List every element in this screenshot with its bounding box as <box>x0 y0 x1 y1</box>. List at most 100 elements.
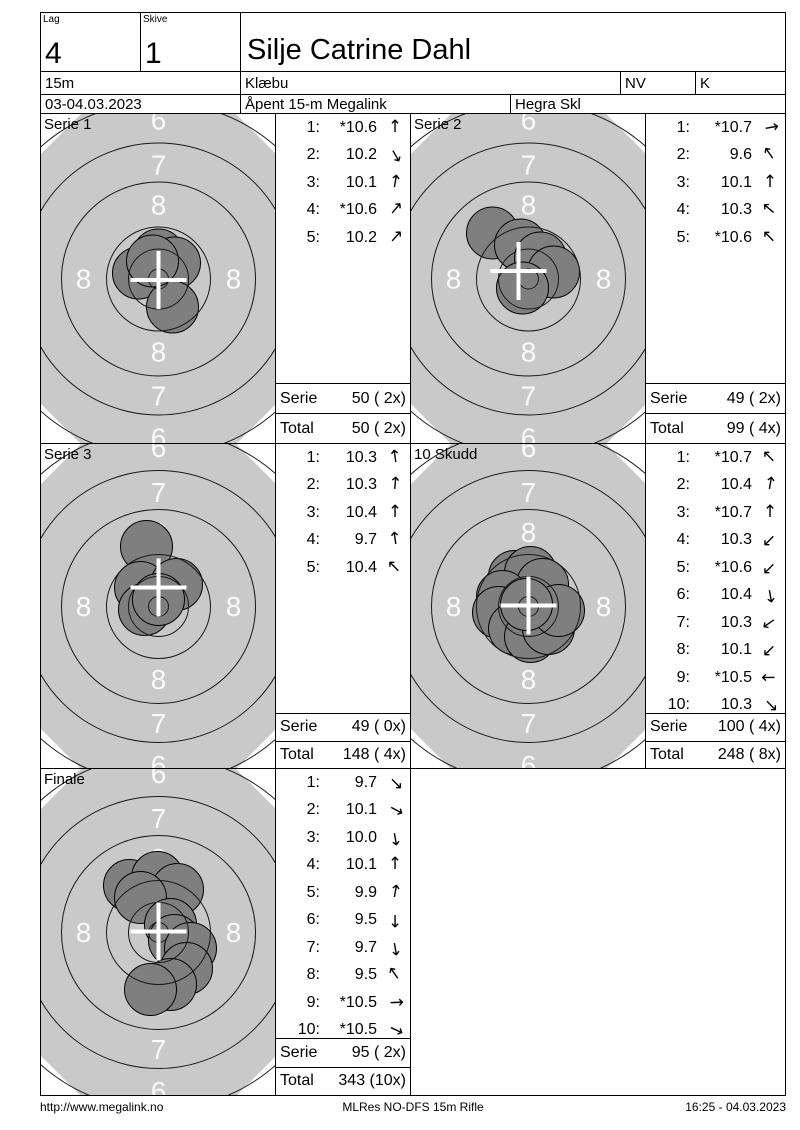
shot-value: 10.1 <box>345 173 377 191</box>
skive-label: Skive <box>143 14 168 25</box>
ring-number: 8 <box>446 591 462 622</box>
footer-program: MLRes NO-DFS 15m Rifle <box>342 1100 484 1114</box>
ring-number: 8 <box>521 190 537 221</box>
shot-number: 1: <box>306 118 320 136</box>
mpi-cross <box>130 902 187 961</box>
scoring-ring <box>498 248 559 310</box>
shot-number: 4: <box>306 856 320 874</box>
shot-value: *10.6 <box>714 228 752 246</box>
ring-number: 8 <box>76 264 92 295</box>
lag-label: Lag <box>43 14 60 25</box>
serie-total-row: Serie 100 ( 4x) <box>646 713 785 741</box>
target-1: 6 7 8 8 8 8 7 6 Serie 1 <box>41 114 276 444</box>
shot-direction: ↑ <box>755 527 785 553</box>
ring-number: 8 <box>596 264 612 295</box>
grand-total-row: Total 148 ( 4x) <box>276 740 410 768</box>
lag-value: 4 <box>45 37 62 70</box>
shot-direction: ↑ <box>755 198 785 222</box>
scoring-ring <box>106 880 211 985</box>
shot-row: 6: 9.5 ↑ <box>276 907 410 935</box>
ring-number: 7 <box>151 1034 167 1065</box>
shot-row: 1: *10.7 ↑ <box>646 114 785 142</box>
scoring-ring <box>476 226 581 332</box>
direction-arrow-icon: ↑ <box>386 170 404 193</box>
series-title: Serie 2 <box>414 116 462 133</box>
shot-value: 10.1 <box>720 173 752 191</box>
ring-number: 7 <box>521 477 537 508</box>
shot-number: 2: <box>306 476 320 494</box>
direction-arrow-icon: ↑ <box>387 910 403 931</box>
ring-number: 8 <box>521 337 537 368</box>
shot-value: *10.6 <box>714 558 752 576</box>
shot-direction: ↑ <box>755 173 785 192</box>
mpi-cross <box>130 251 187 309</box>
direction-arrow-icon: ↑ <box>384 142 407 168</box>
date-cell: 03-04.03.2023 <box>41 95 241 114</box>
shot-value: 10.3 <box>720 696 752 714</box>
shot-value: 9.7 <box>354 773 377 791</box>
direction-arrow-icon: ↑ <box>759 670 780 685</box>
shot-row: 3: *10.7 ↑ <box>646 499 785 527</box>
direction-arrow-icon: ↑ <box>759 118 782 136</box>
shot-value: 10.3 <box>720 531 752 549</box>
lag-cell: Lag 4 <box>41 13 141 72</box>
shot-direction: ↑ <box>380 142 410 168</box>
shot-number: 10: <box>297 1021 320 1039</box>
direction-arrow-icon: ↑ <box>383 798 408 821</box>
footer-url: http://www.megalink.no <box>40 1100 164 1114</box>
target-face: 6 7 8 8 8 8 7 6 Serie 1 <box>41 114 275 443</box>
shot-row: 3: 10.4 ↑ <box>276 499 410 527</box>
shot-direction: ↑ <box>380 937 410 959</box>
shot-direction: ↑ <box>380 225 410 249</box>
shot-row: 4: 10.3 ↑ <box>646 197 785 225</box>
grand-total-row: Total 50 ( 2x) <box>276 413 410 443</box>
serie-total-row: Serie 50 ( 2x) <box>276 383 410 413</box>
shot-direction: ↑ <box>380 118 410 137</box>
scoring-ring <box>411 470 645 743</box>
direction-arrow-icon: ↑ <box>757 444 782 470</box>
shot-number: 5: <box>306 558 320 576</box>
shot-value: 10.3 <box>720 613 752 631</box>
shot-number: 6: <box>306 911 320 929</box>
shot-number: 3: <box>676 173 690 191</box>
result-sheet: Lag 4 Skive 1 Silje Catrine Dahl 15m Klæ… <box>40 12 786 1096</box>
shot-direction: ↑ <box>755 225 785 249</box>
shot-number: 4: <box>306 201 320 219</box>
series-title: Serie 3 <box>44 446 92 463</box>
shot-direction: ↑ <box>380 555 410 579</box>
shot-number: 9: <box>306 993 320 1011</box>
score-table-1: 1: *10.6 ↑ 2: 10.2 ↑ 3: 10.1 ↑ 4: *10.6 ↑ 5: 10.2 ↑ Ser… <box>276 114 411 444</box>
score-table-3: 1: 10.3 ↑ 2: 10.3 ↑ 3: 10.4 ↑ 4: 9.7 ↑ 5: 10.4 ↑ Serie 4… <box>276 444 411 769</box>
shot-value: 10.2 <box>345 228 377 246</box>
shot-number: 5: <box>676 558 690 576</box>
shot-value: 10.4 <box>345 503 377 521</box>
shot-value: *10.6 <box>339 201 377 219</box>
shot-direction: ↑ <box>755 584 785 606</box>
shot-direction: ↑ <box>380 528 410 550</box>
shot-value: 10.1 <box>345 801 377 819</box>
shot-direction: ↑ <box>380 1019 410 1040</box>
direction-arrow-icon: ↑ <box>385 994 406 1010</box>
serie-label: Serie <box>280 718 318 736</box>
direction-arrow-icon: ↑ <box>387 501 403 522</box>
ring-number: 7 <box>521 150 537 181</box>
shot-direction: ↑ <box>380 994 410 1012</box>
shot-value: *10.7 <box>714 118 752 136</box>
direction-arrow-icon: ↑ <box>386 880 404 903</box>
shot-number: 5: <box>676 228 690 246</box>
shot-row: 9: *10.5 ↑ <box>276 989 410 1017</box>
grand-total-row: Total 343 (10x) <box>276 1066 410 1095</box>
direction-arrow-icon: ↑ <box>757 527 782 553</box>
shot-number: 4: <box>676 531 690 549</box>
shot-row: 4: 9.7 ↑ <box>276 527 410 555</box>
shot-direction: ↑ <box>380 962 410 987</box>
shot-number: 4: <box>306 531 320 549</box>
serie-label: Serie <box>650 718 688 736</box>
class-k-cell: K <box>696 72 786 95</box>
serie-value: 50 ( 2x) <box>351 389 406 407</box>
shot-row: 1: *10.6 ↑ <box>276 114 410 142</box>
shot-direction: ↑ <box>380 827 410 849</box>
shot-number: 6: <box>676 586 690 604</box>
